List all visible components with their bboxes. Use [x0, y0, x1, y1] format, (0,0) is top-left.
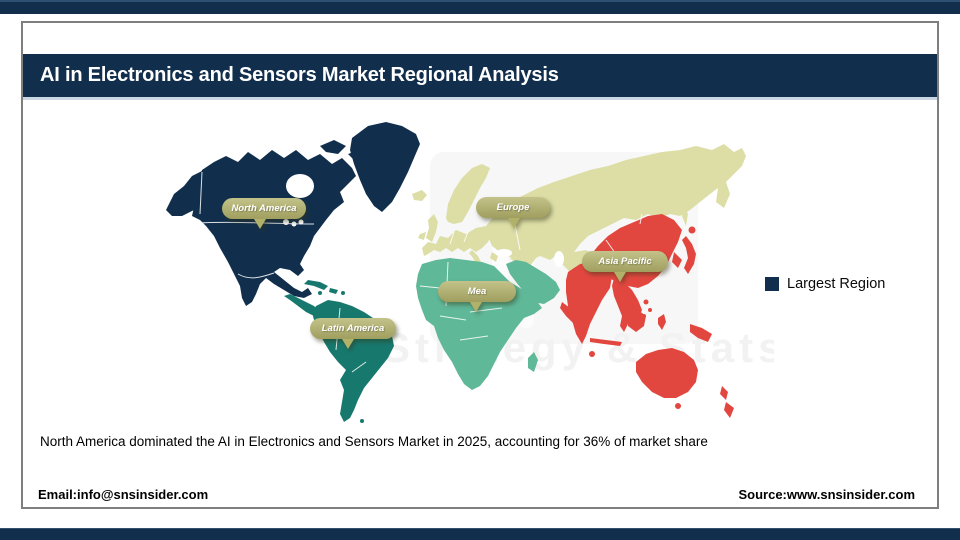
arctic-island [320, 140, 346, 154]
caspian-sea [554, 251, 564, 267]
inland-water [283, 174, 564, 267]
canada-usa-mexico [192, 150, 356, 306]
legend-label: Largest Region [787, 276, 886, 292]
tasmania [675, 403, 681, 409]
great-britain [426, 214, 438, 242]
falklands [360, 419, 364, 423]
callout-pill: Asia Pacific [582, 251, 668, 272]
borneo [628, 310, 646, 332]
korea [672, 252, 682, 268]
hokkaido [688, 226, 696, 234]
jamaica [318, 291, 322, 295]
region-callout-asia-pacific: Asia Pacific [582, 251, 668, 282]
title-bar: AI in Electronics and Sensors Market Reg… [23, 54, 937, 100]
black-sea [496, 249, 512, 257]
europe-mainland [422, 226, 492, 256]
region-latin-america [284, 280, 394, 423]
footer-source: Source:www.snsinsider.com [738, 487, 915, 502]
new-zealand [720, 386, 728, 400]
madagascar [528, 352, 538, 372]
arabian-peninsula [506, 260, 560, 304]
callout-tail [470, 302, 482, 312]
greenland [350, 122, 420, 212]
callout-tail [614, 272, 626, 282]
russia [486, 144, 746, 260]
map-area: Strategy & Stats [130, 110, 774, 432]
alaska-border [199, 171, 203, 215]
region-callout-label: Latin America [321, 323, 385, 334]
puerto-rico [341, 291, 345, 295]
sumatra [560, 302, 586, 330]
sri-lanka [589, 351, 595, 357]
hispaniola [329, 288, 338, 294]
region-callout-north-america: North America [222, 198, 306, 229]
region-callout-europe: Europe [476, 197, 550, 228]
ireland [418, 232, 426, 240]
new-zealand [724, 402, 734, 418]
callout-tail [342, 339, 354, 349]
java [590, 338, 622, 346]
callout-tail [254, 219, 266, 229]
region-callout-label: North America [231, 203, 297, 214]
sulawesi [658, 314, 666, 330]
arctic-island [312, 156, 326, 166]
philippines [648, 308, 652, 312]
region-callout-latin-america: Latin America [310, 318, 396, 349]
footer-email: Email:info@snsinsider.com [38, 487, 209, 502]
greece [490, 252, 498, 262]
callout-pill: North America [222, 198, 306, 219]
region-north-america [166, 122, 420, 306]
great-lake [283, 219, 289, 225]
region-callout-label: Asia Pacific [598, 256, 652, 267]
top-border-strip [0, 0, 960, 14]
region-callout-mea: Mea [438, 281, 516, 312]
callout-tail [508, 218, 520, 228]
japan [682, 236, 696, 274]
legend-swatch [765, 277, 779, 291]
us-mexico-border [237, 272, 275, 279]
region-callout-label: Mea [467, 286, 487, 297]
region-callout-label: Europe [496, 202, 530, 213]
australia [636, 348, 698, 398]
bottom-border-strip [0, 528, 960, 540]
slide-title: AI in Electronics and Sensors Market Reg… [40, 64, 559, 86]
content-frame: AI in Electronics and Sensors Market Reg… [21, 21, 939, 509]
callout-pill: Europe [476, 197, 550, 218]
central-america [284, 294, 318, 316]
legend: Largest Region [765, 276, 885, 292]
indochina [612, 278, 642, 332]
sakhalin [682, 204, 688, 226]
hudson-bay [286, 174, 314, 198]
world-map: Strategy & Stats [166, 122, 774, 423]
iceland [412, 190, 427, 201]
callout-pill: Mea [438, 281, 516, 302]
philippines [643, 299, 649, 305]
callout-pill: Latin America [310, 318, 396, 339]
caption: North America dominated the AI in Electr… [40, 434, 708, 449]
great-lake [298, 219, 304, 225]
scandinavia [446, 164, 490, 224]
new-guinea [690, 324, 712, 342]
cuba [304, 280, 328, 290]
